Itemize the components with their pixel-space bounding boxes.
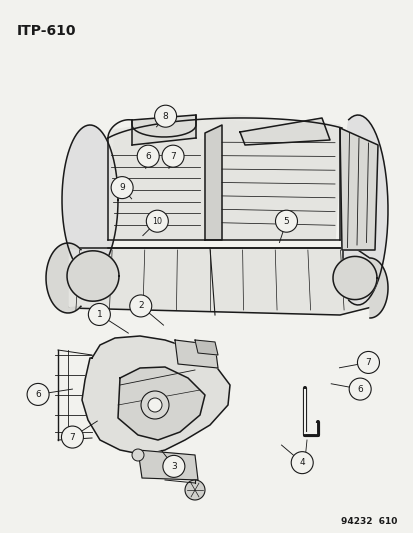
Polygon shape — [108, 130, 204, 240]
Text: 2: 2 — [138, 302, 143, 310]
Polygon shape — [332, 256, 376, 300]
Text: 7: 7 — [170, 152, 176, 160]
Polygon shape — [55, 248, 379, 315]
Polygon shape — [108, 115, 339, 240]
Circle shape — [275, 210, 297, 232]
Text: 7: 7 — [365, 358, 370, 367]
Text: 3: 3 — [171, 462, 176, 471]
Text: 1: 1 — [96, 310, 102, 319]
Polygon shape — [132, 115, 195, 145]
Circle shape — [27, 383, 49, 406]
Circle shape — [348, 378, 370, 400]
Text: 6: 6 — [356, 385, 362, 393]
Polygon shape — [175, 340, 218, 368]
Circle shape — [356, 351, 379, 374]
Polygon shape — [342, 115, 387, 305]
Circle shape — [161, 145, 184, 167]
Circle shape — [88, 303, 110, 326]
Polygon shape — [218, 120, 341, 240]
Circle shape — [162, 455, 185, 478]
Circle shape — [137, 145, 159, 167]
Polygon shape — [138, 450, 197, 480]
Polygon shape — [195, 340, 218, 355]
Text: ITP-610: ITP-610 — [17, 24, 76, 38]
Polygon shape — [62, 125, 118, 275]
Polygon shape — [46, 243, 81, 313]
Text: 94232  610: 94232 610 — [340, 517, 396, 526]
Polygon shape — [240, 118, 329, 145]
Polygon shape — [118, 367, 204, 440]
Text: 6: 6 — [145, 152, 151, 160]
Text: 8: 8 — [162, 112, 168, 120]
Polygon shape — [67, 251, 119, 301]
Circle shape — [129, 295, 152, 317]
Polygon shape — [204, 125, 221, 240]
Polygon shape — [339, 128, 377, 250]
Text: 7: 7 — [69, 433, 75, 441]
Text: 9: 9 — [119, 183, 125, 192]
Circle shape — [111, 176, 133, 199]
Text: 6: 6 — [35, 390, 41, 399]
Polygon shape — [82, 336, 230, 455]
Circle shape — [141, 391, 169, 419]
Circle shape — [290, 451, 313, 474]
Text: 10: 10 — [152, 217, 162, 225]
Circle shape — [132, 449, 144, 461]
Polygon shape — [369, 258, 387, 318]
Circle shape — [147, 398, 161, 412]
Circle shape — [61, 426, 83, 448]
Text: 5: 5 — [283, 217, 289, 225]
Circle shape — [154, 105, 176, 127]
Text: 4: 4 — [299, 458, 304, 467]
Circle shape — [185, 480, 204, 500]
Circle shape — [146, 210, 168, 232]
